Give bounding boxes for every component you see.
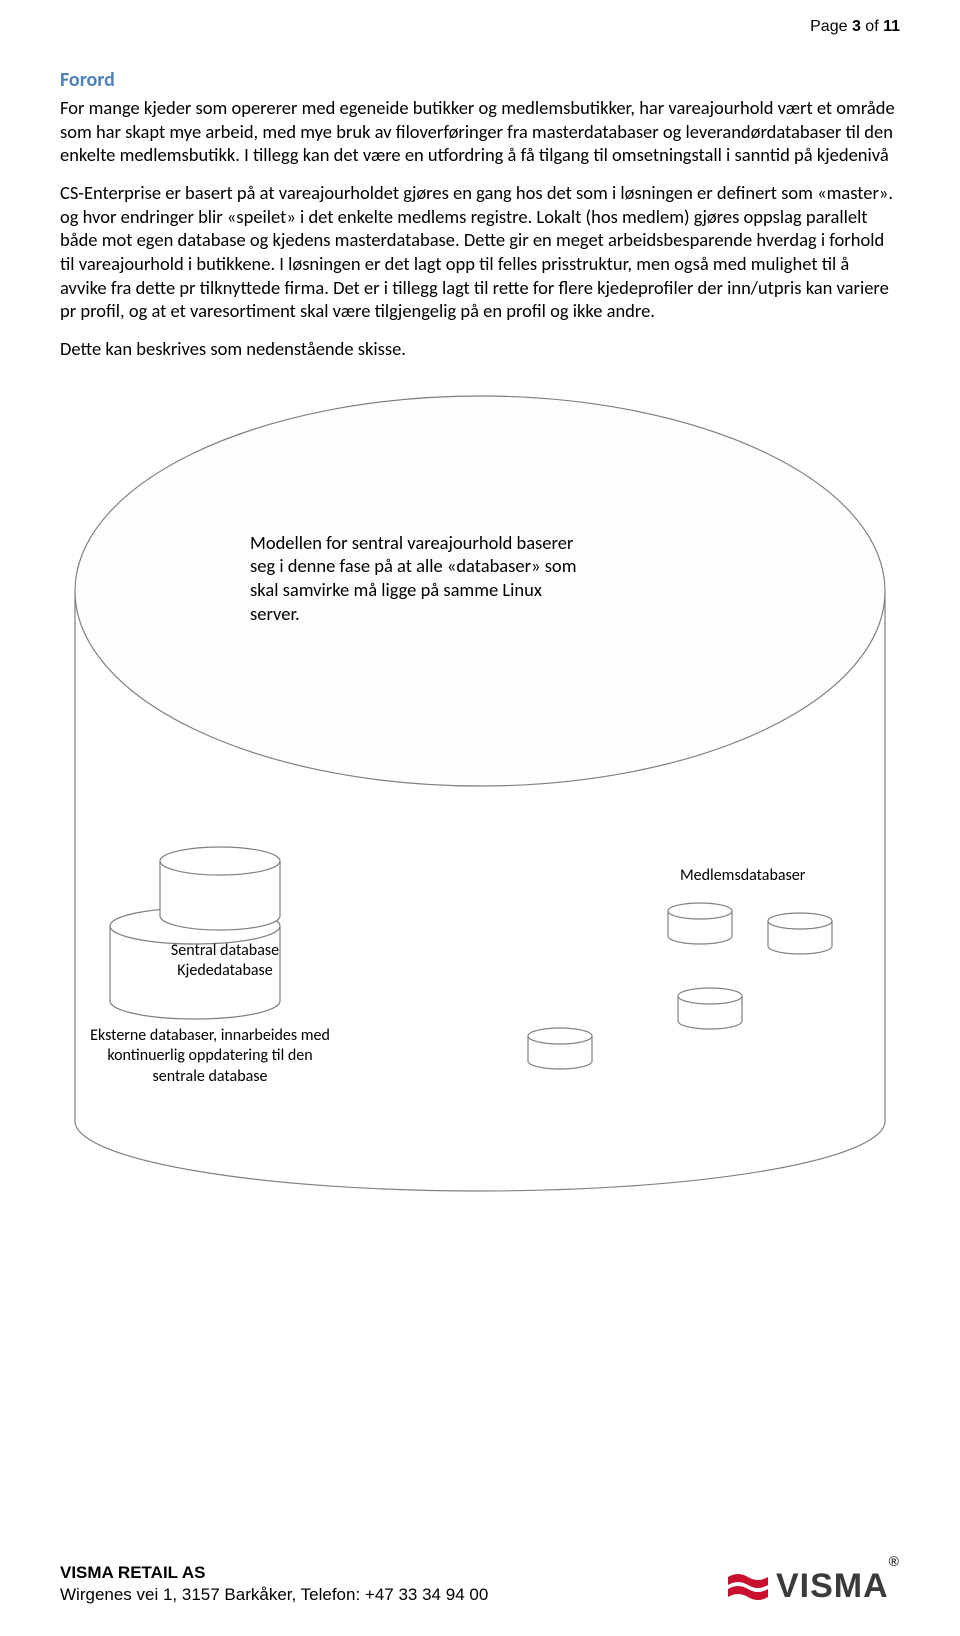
- visma-logo-text: VISMA®: [776, 1567, 900, 1606]
- footer-address: Wirgenes vei 1, 3157 Barkåker, Telefon: …: [60, 1584, 488, 1606]
- page-of: of: [861, 18, 883, 35]
- footer-company: VISMA RETAIL AS: [60, 1562, 488, 1584]
- diagram-sentral-label2: Kjededatabase: [177, 961, 273, 980]
- diagram-sentral-label1: Sentral database: [171, 941, 279, 960]
- page-total: 11: [883, 18, 900, 35]
- diagram-model-text: Modellen for sentral vareajourhold baser…: [250, 531, 580, 626]
- diagram-eksterne-text: Eksterne databaser, innarbeides med kont…: [80, 1026, 340, 1087]
- architecture-diagram: Modellen for sentral vareajourhold baser…: [60, 381, 900, 1201]
- page-footer: VISMA RETAIL AS Wirgenes vei 1, 3157 Bar…: [60, 1562, 900, 1606]
- visma-logo: VISMA®: [726, 1567, 900, 1606]
- visma-logo-word: VISMA: [776, 1567, 889, 1605]
- diagram-medlems-label: Medlemsdatabaser: [680, 866, 805, 886]
- visma-logo-reg: ®: [889, 1553, 900, 1569]
- page-label-prefix: Page: [810, 18, 852, 35]
- page-current: 3: [852, 18, 861, 35]
- diagram-sentral-block: Sentral database Kjededatabase: [145, 941, 305, 982]
- paragraph-1: For mange kjeder som opererer med egenei…: [60, 96, 900, 167]
- page-number: Page 3 of 11: [810, 18, 900, 36]
- paragraph-3: Dette kan beskrives som nedenstående ski…: [60, 337, 900, 361]
- paragraph-2: CS-Enterprise er basert på at vareajourh…: [60, 181, 900, 323]
- section-heading: Forord: [60, 68, 900, 92]
- footer-text-block: VISMA RETAIL AS Wirgenes vei 1, 3157 Bar…: [60, 1562, 488, 1606]
- visma-logo-icon: [726, 1569, 770, 1605]
